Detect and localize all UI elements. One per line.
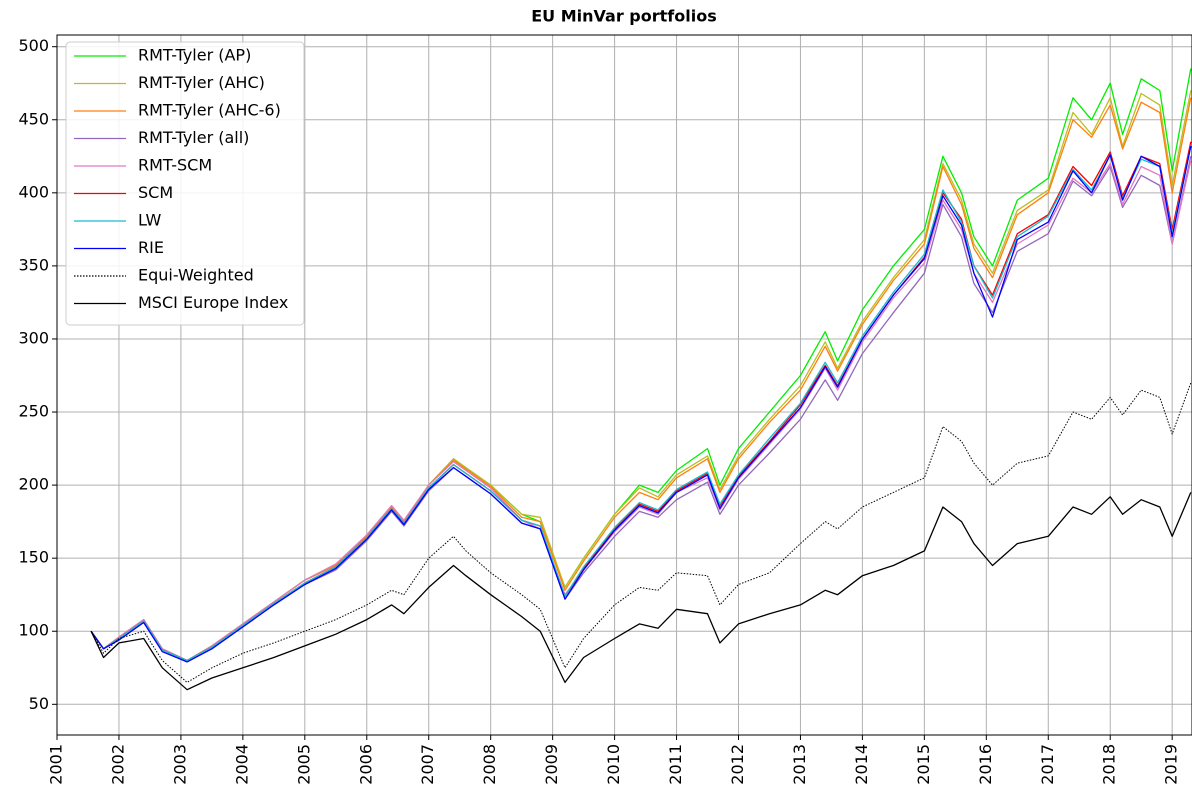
x-tick-label: 2018 (1100, 744, 1119, 785)
x-tick-label: 2007 (418, 744, 437, 785)
x-tick-label: 2016 (976, 744, 995, 785)
x-tick-label: 2017 (1038, 744, 1057, 785)
legend-label: RMT-Tyler (all) (138, 128, 249, 147)
y-tick-label: 450 (18, 109, 49, 128)
legend-label: RMT-Tyler (AHC) (138, 73, 265, 92)
x-tick-label: 2015 (914, 744, 933, 785)
lines (90, 68, 1192, 691)
legend-box (65, 41, 305, 326)
x-tick-label: 2008 (480, 744, 499, 785)
y-tick-label: 150 (18, 548, 49, 567)
legend-label: Equi-Weighted (138, 266, 254, 285)
y-tick-label: 300 (18, 328, 49, 347)
legend-label: RMT-Tyler (AHC-6) (138, 101, 281, 120)
y-tick-label: 250 (18, 402, 49, 421)
series-line (90, 492, 1192, 691)
x-tick-label: 2010 (604, 744, 623, 785)
x-tick-label: 2019 (1162, 744, 1181, 785)
y-tick-label: 200 (18, 475, 49, 494)
legend-label: SCM (138, 183, 173, 202)
x-tick-label: 2009 (542, 744, 561, 785)
legend-label: LW (138, 211, 161, 230)
x-tick-label: 2001 (47, 744, 66, 785)
y-tick-label: 350 (18, 255, 49, 274)
series-line (90, 145, 1192, 662)
x-tick-label: 2011 (666, 744, 685, 785)
y-tick-label: 50 (29, 694, 49, 713)
legend-label: RIE (138, 238, 164, 257)
y-tick-label: 400 (18, 182, 49, 201)
plot-frame (56, 34, 1192, 736)
legend-label: RMT-Tyler (AP) (138, 46, 251, 65)
y-tick-label: 500 (18, 36, 49, 55)
series-line (90, 145, 1192, 663)
x-tick-label: 2014 (852, 744, 871, 785)
x-tick-label: 2003 (170, 744, 189, 785)
x-tick-label: 2006 (356, 744, 375, 785)
x-tick-label: 2002 (108, 744, 127, 785)
series-line (90, 382, 1192, 683)
y-tick-label: 100 (18, 621, 49, 640)
chart-title: EU MinVar portfolios (531, 7, 716, 26)
x-tick-label: 2004 (232, 744, 251, 785)
x-tick-label: 2005 (294, 744, 313, 785)
legend: RMT-Tyler (AP) RMT-Tyler (AHC) RMT-Tyler (… (65, 41, 305, 326)
legend-label: MSCI Europe Index (138, 293, 288, 312)
legend-label: RMT-SCM (138, 156, 212, 175)
x-tick-label: 2013 (790, 744, 809, 785)
x-tick-label: 2012 (728, 744, 747, 785)
